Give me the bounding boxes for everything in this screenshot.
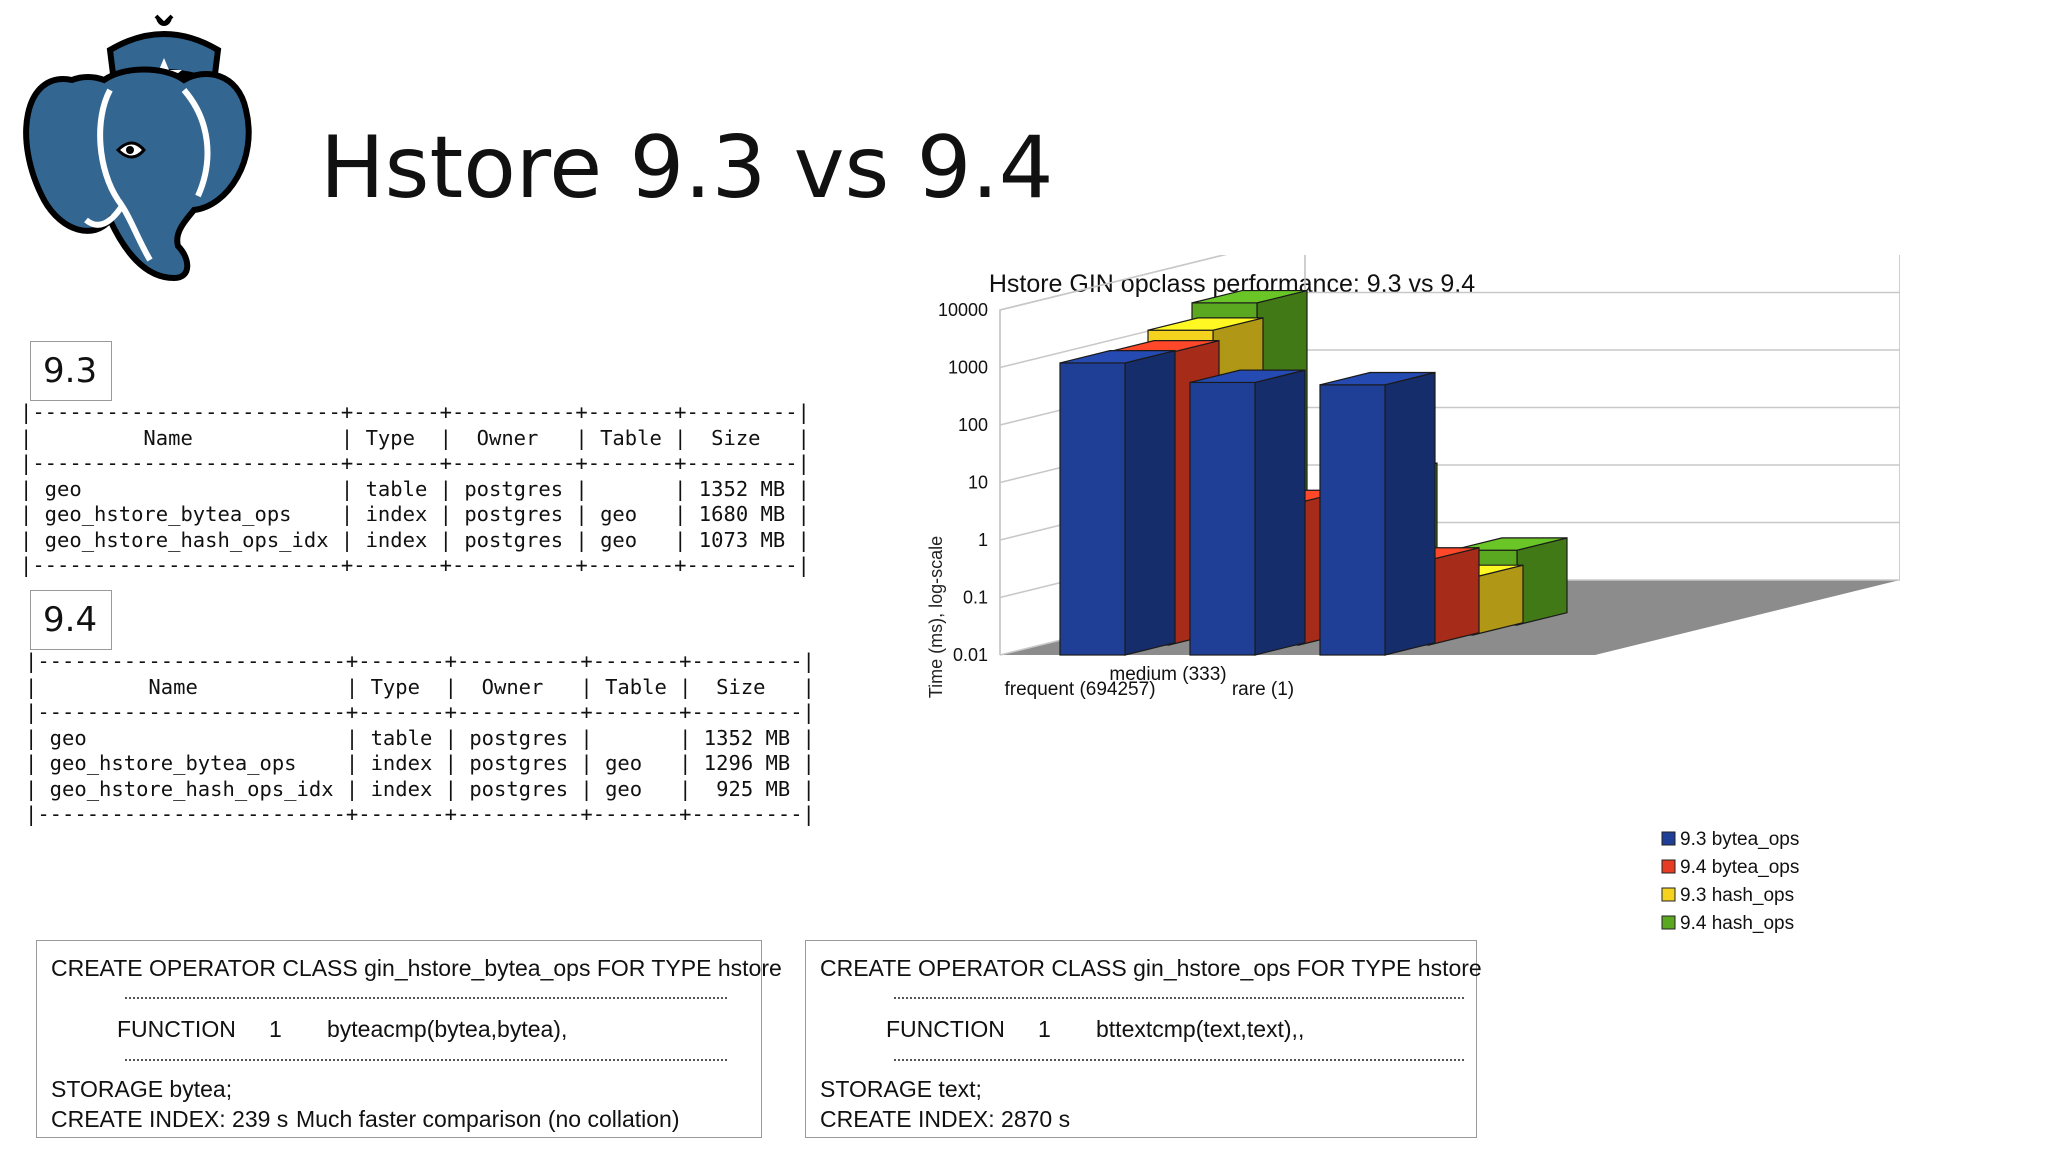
y-tick-label: 0.01 <box>953 645 988 665</box>
y-tick-labels: 0.01 0.1 1 10 100 1000 10000 <box>938 300 988 665</box>
legend-entry: 9.3 bytea_ops <box>1680 829 1799 850</box>
postgresql-elephant-logo <box>23 14 252 282</box>
sql-function-name: byteacmp(bytea,bytea), <box>327 1016 568 1042</box>
x-category-label: frequent (694257) <box>1004 679 1155 700</box>
x-category-label: medium (333) <box>1109 664 1226 685</box>
x-category-label: rare (1) <box>1232 679 1294 700</box>
performance-chart: Hstore GIN opclass performance: 9.3 vs 9… <box>926 255 1900 934</box>
ellipsis-divider <box>125 997 727 999</box>
y-tick-label: 1000 <box>948 358 988 378</box>
y-axis-label: Time (ms), log-scale <box>926 536 946 698</box>
sql-storage: STORAGE bytea; <box>51 1076 233 1102</box>
y-tick-label: 10 <box>968 473 988 493</box>
sql-create-opclass: CREATE OPERATOR CLASS gin_hstore_ops FOR… <box>820 955 1482 981</box>
version-label-93: 9.3 <box>30 341 112 401</box>
sql-box-bytea-ops: CREATE OPERATOR CLASS gin_hstore_bytea_o… <box>36 940 782 1138</box>
legend-entry: 9.3 hash_ops <box>1680 885 1794 906</box>
x-category-labels: frequent (694257)medium (333) rare (1) <box>1004 664 1294 700</box>
relations-table-93: |-------------------------+-------+-----… <box>20 400 810 577</box>
y-tick-label: 100 <box>958 415 988 435</box>
bar <box>1189 369 1306 656</box>
create-index-time: CREATE INDEX: 2870 s <box>820 1106 1071 1132</box>
chart-bars <box>1059 289 1568 656</box>
legend-swatch <box>1661 915 1676 930</box>
sql-storage: STORAGE text; <box>820 1076 982 1102</box>
sql-function-name: bttextcmp(text,text),, <box>1096 1016 1305 1042</box>
comparison-note: Much faster comparison (no collation) <box>296 1106 680 1132</box>
sql-create-opclass: CREATE OPERATOR CLASS gin_hstore_bytea_o… <box>51 955 782 981</box>
slide-title: Hstore 9.3 vs 9.4 <box>320 118 1054 218</box>
ellipsis-divider <box>894 1059 1464 1061</box>
sql-function-number: 1 <box>1038 1016 1051 1042</box>
chart-legend: 9.3 bytea_ops 9.4 bytea_ops 9.3 hash_ops 9.… <box>1661 829 1799 934</box>
sql-box-hstore-ops: CREATE OPERATOR CLASS gin_hstore_ops FOR… <box>805 940 1482 1138</box>
y-tick-label: 1 <box>978 530 988 550</box>
y-tick-label: 0.1 <box>963 588 988 608</box>
sql-function-keyword: FUNCTION <box>117 1016 236 1042</box>
relations-table-94: |-------------------------+-------+-----… <box>25 649 815 826</box>
legend-swatch <box>1661 859 1676 874</box>
ellipsis-divider <box>894 997 1464 999</box>
elephant-icon <box>23 14 252 282</box>
legend-entry: 9.4 bytea_ops <box>1680 857 1799 878</box>
gridline <box>999 255 1227 311</box>
bar <box>1319 371 1436 656</box>
legend-entry: 9.4 hash_ops <box>1680 913 1794 934</box>
legend-swatch <box>1661 887 1676 902</box>
legend-swatch <box>1661 831 1676 846</box>
bar <box>1059 349 1176 656</box>
ellipsis-divider <box>125 1059 727 1061</box>
y-tick-label: 10000 <box>938 300 988 320</box>
sql-function-number: 1 <box>269 1016 282 1042</box>
version-label-94: 9.4 <box>30 590 112 650</box>
create-index-time: CREATE INDEX: 239 s <box>51 1106 289 1132</box>
sql-function-keyword: FUNCTION <box>886 1016 1005 1042</box>
